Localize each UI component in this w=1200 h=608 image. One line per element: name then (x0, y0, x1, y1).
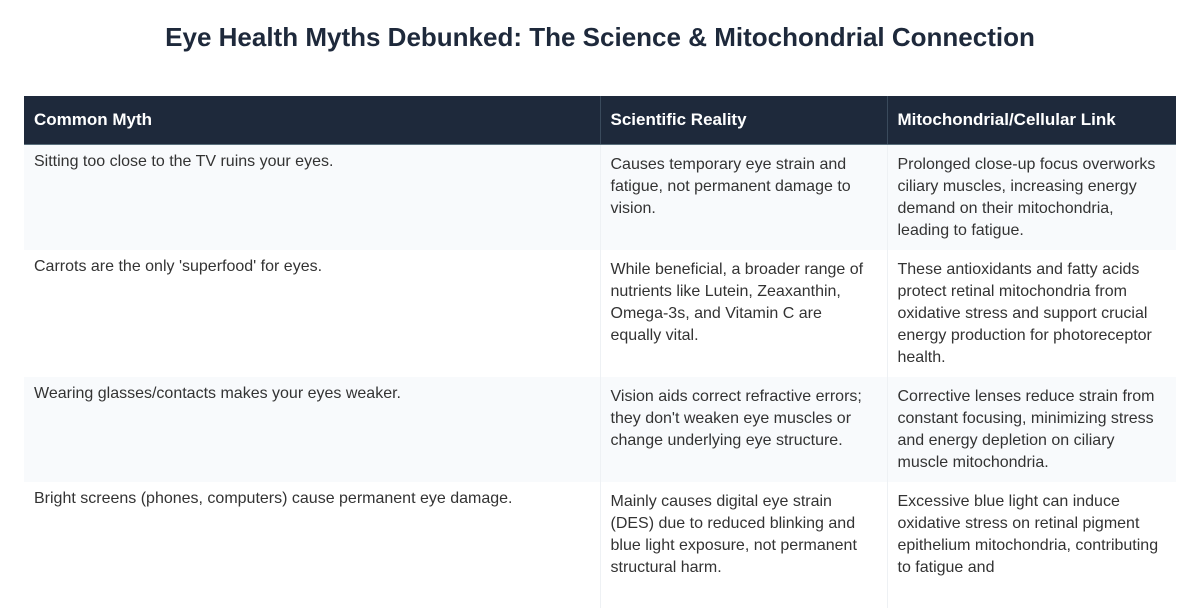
header-scientific-reality: Scientific Reality (600, 96, 888, 145)
header-common-myth: Common Myth (24, 96, 601, 145)
link-cell: These antioxidants and fatty acids prote… (887, 250, 1176, 377)
reality-cell: Causes temporary eye strain and fatigue,… (600, 144, 888, 250)
myths-table: Common Myth Scientific Reality Mitochond… (24, 96, 1176, 608)
table-row: Carrots are the only 'superfood' for eye… (24, 250, 1176, 377)
myth-cell: Carrots are the only 'superfood' for eye… (24, 250, 601, 377)
link-cell: Prolonged close-up focus overworks cilia… (887, 144, 1176, 250)
reality-cell: Vision aids correct refractive errors; t… (600, 377, 888, 482)
myth-cell: Bright screens (phones, computers) cause… (24, 482, 601, 608)
reality-cell: Mainly causes digital eye strain (DES) d… (600, 482, 888, 608)
table-row: Sitting too close to the TV ruins your e… (24, 144, 1176, 250)
table-row: Wearing glasses/contacts makes your eyes… (24, 377, 1176, 482)
link-cell: Excessive blue light can induce oxidativ… (887, 482, 1176, 608)
link-cell: Corrective lenses reduce strain from con… (887, 377, 1176, 482)
header-mitochondrial-link: Mitochondrial/Cellular Link (887, 96, 1176, 145)
reality-cell: While beneficial, a broader range of nut… (600, 250, 888, 377)
page-title: Eye Health Myths Debunked: The Science &… (165, 22, 1035, 52)
myth-cell: Wearing glasses/contacts makes your eyes… (24, 377, 601, 482)
table-row: Bright screens (phones, computers) cause… (24, 482, 1176, 608)
myth-cell: Sitting too close to the TV ruins your e… (24, 144, 601, 250)
table-header-row: Common Myth Scientific Reality Mitochond… (24, 96, 1176, 145)
